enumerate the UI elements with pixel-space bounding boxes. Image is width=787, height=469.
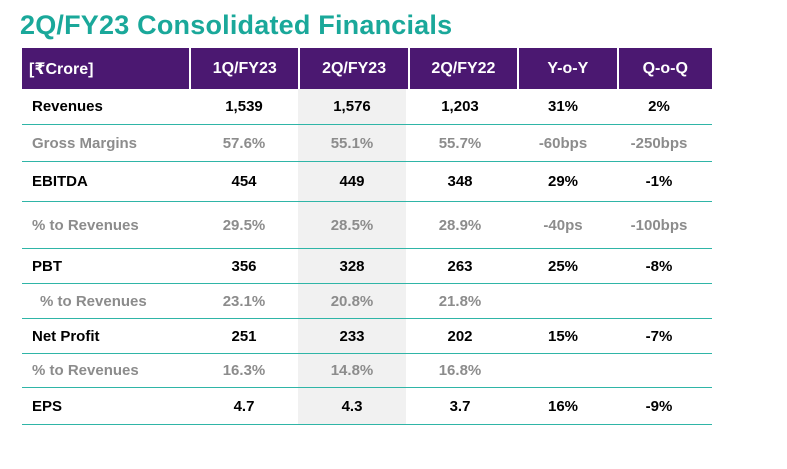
cell-value: 57.6%: [222, 134, 266, 152]
cell-value: 449: [298, 162, 406, 201]
cell-value: 251: [231, 327, 257, 345]
cell-value: -9%: [645, 397, 673, 415]
cell-value: 2%: [648, 98, 670, 115]
header-2q-fy22: 2Q/FY22: [409, 48, 518, 89]
header-1q-fy23: 1Q/FY23: [191, 48, 299, 89]
row-label: Net Profit: [32, 327, 100, 345]
header-yoy: Y-o-Y: [519, 48, 617, 89]
header-qoq: Q-o-Q: [618, 48, 712, 89]
cell-value: 1,539: [225, 98, 263, 115]
financials-table: [₹Crore] 1Q/FY23 2Q/FY23 2Q/FY22 Y-o-Y Q…: [22, 48, 712, 425]
cell-value: -7%: [645, 327, 673, 345]
cell-value: 55.7%: [438, 134, 482, 152]
table-header: [₹Crore] 1Q/FY23 2Q/FY23 2Q/FY22 Y-o-Y Q…: [22, 48, 712, 89]
row-label: % to Revenues: [32, 216, 139, 234]
table-row-pbt: PBT 356 328 263 25% -8%: [22, 249, 712, 284]
cell-value: -40ps: [543, 216, 583, 234]
cell-value: 23.1%: [222, 292, 266, 310]
table-row-revenues: Revenues 1,539 1,576 1,203 31% 2%: [22, 89, 712, 125]
cell-value: 15%: [547, 327, 579, 345]
row-label: % to Revenues: [32, 362, 139, 379]
header-2q-fy23: 2Q/FY23: [300, 48, 408, 89]
cell-value: 4.7: [233, 397, 255, 415]
page-title: 2Q/FY23 Consolidated Financials: [20, 10, 453, 40]
cell-value: 16.3%: [222, 362, 266, 379]
cell-value: -100bps: [630, 216, 688, 234]
cell-value: 29.5%: [222, 216, 266, 234]
cell-value: [514, 354, 612, 387]
table-row-ebitda: EBITDA 454 449 348 29% -1%: [22, 162, 712, 202]
cell-value: -60bps: [538, 134, 588, 152]
table-row-gross-margins: Gross Margins 57.6% 55.1% 55.7% -60bps -…: [22, 125, 712, 162]
cell-value: 454: [231, 173, 257, 190]
header-unit: [₹Crore]: [22, 48, 190, 89]
row-label: PBT: [32, 257, 62, 275]
cell-value: 14.8%: [298, 354, 406, 387]
cell-value: 25%: [547, 257, 579, 275]
cell-value: 29%: [547, 173, 579, 190]
row-label: Revenues: [32, 98, 103, 115]
cell-value: 3.7: [449, 397, 471, 415]
row-label: Gross Margins: [32, 134, 138, 152]
table-row-pbt-margin: % to Revenues 23.1% 20.8% 21.8%: [22, 284, 712, 319]
cell-value: 16.8%: [438, 362, 482, 379]
row-label: % to Revenues: [40, 292, 147, 310]
cell-value: -8%: [645, 257, 673, 275]
cell-value: 16%: [547, 397, 579, 415]
cell-value: 1,203: [441, 98, 479, 115]
cell-value: 20.8%: [298, 284, 406, 318]
cell-value: -250bps: [630, 134, 688, 152]
cell-value: 55.1%: [298, 125, 406, 161]
row-label: EPS: [32, 397, 63, 415]
cell-value: 233: [298, 319, 406, 353]
cell-value: 348: [447, 173, 473, 190]
table-row-eps: EPS 4.7 4.3 3.7 16% -9%: [22, 388, 712, 425]
cell-value: -1%: [645, 173, 673, 190]
cell-value: 356: [231, 257, 257, 275]
cell-value: [514, 284, 612, 318]
table-row-ebitda-margin: % to Revenues 29.5% 28.5% 28.9% -40ps -1…: [22, 202, 712, 249]
table-row-net-profit-margin: % to Revenues 16.3% 14.8% 16.8%: [22, 354, 712, 388]
cell-value: 328: [298, 249, 406, 283]
row-label: EBITDA: [32, 173, 88, 190]
cell-value: 263: [447, 257, 473, 275]
cell-value: 4.3: [298, 388, 406, 424]
cell-value: 202: [447, 327, 473, 345]
cell-value: 28.5%: [298, 202, 406, 248]
cell-value: 31%: [547, 98, 579, 115]
cell-value: [612, 354, 706, 387]
cell-value: 28.9%: [438, 216, 482, 234]
cell-value: 21.8%: [438, 292, 482, 310]
cell-value: 1,576: [298, 89, 406, 124]
cell-value: [612, 284, 706, 318]
table-row-net-profit: Net Profit 251 233 202 15% -7%: [22, 319, 712, 354]
